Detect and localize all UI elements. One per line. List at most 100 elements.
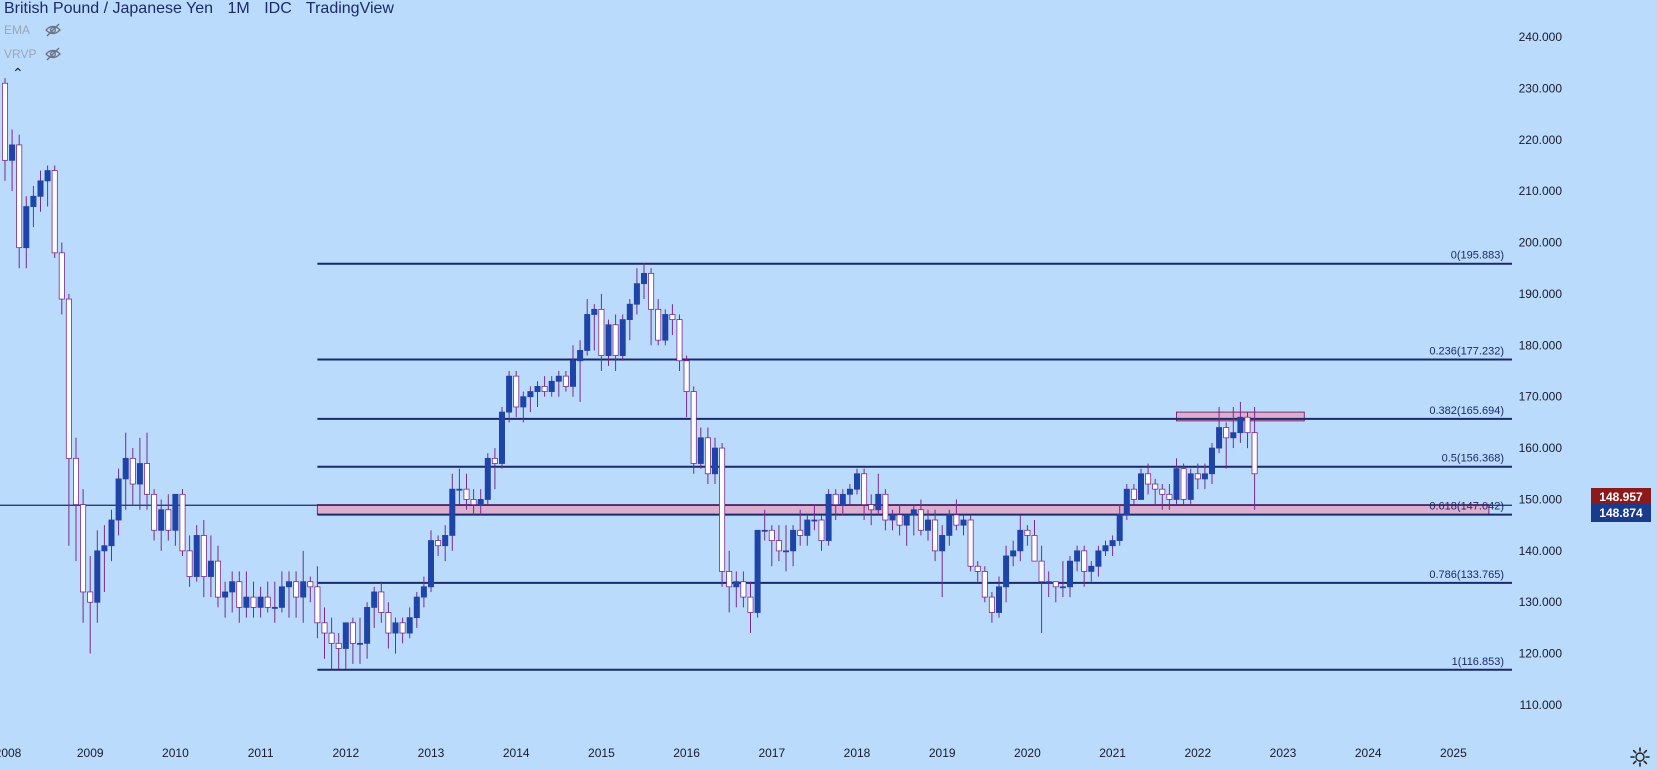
candle — [101, 525, 108, 592]
x-tick-label: 2009 — [77, 746, 104, 760]
indicator-vrvp[interactable]: VRVP — [4, 42, 404, 66]
candle-body — [420, 586, 427, 598]
candle-body — [1102, 545, 1109, 552]
candle-body — [222, 591, 229, 598]
candle — [250, 581, 257, 618]
indicator-ema[interactable]: EMA — [4, 18, 404, 42]
candle — [747, 581, 754, 634]
candle-body — [44, 170, 51, 182]
symbol-name[interactable]: British Pound / Japanese Yen — [4, 0, 214, 17]
eye-hidden-icon[interactable] — [44, 45, 62, 63]
x-tick-label: 2017 — [758, 746, 785, 760]
candle — [271, 581, 278, 623]
candle — [442, 525, 449, 562]
candle — [470, 489, 477, 515]
x-tick-label: 2010 — [162, 746, 189, 760]
settings-gear-icon[interactable] — [1629, 746, 1651, 768]
candle — [690, 386, 697, 474]
candle-body — [1017, 529, 1024, 552]
candle-body — [633, 283, 640, 305]
candle-body — [846, 488, 853, 495]
fib-label: 0.382(165.694) — [1429, 405, 1504, 417]
candle-body — [442, 535, 449, 547]
candle-body — [988, 596, 995, 613]
candle-body — [477, 499, 484, 506]
candle — [946, 509, 953, 546]
candle-body — [704, 437, 711, 475]
candle-body — [9, 144, 16, 161]
candle — [584, 299, 591, 356]
candle — [1251, 406, 1258, 510]
candle — [605, 319, 612, 366]
x-tick-label: 2025 — [1440, 746, 1467, 760]
candle-body — [87, 591, 94, 603]
candle-body — [151, 493, 158, 531]
candle — [612, 314, 619, 371]
candle — [80, 489, 87, 623]
candle — [1201, 463, 1208, 490]
candle — [165, 494, 172, 541]
candle — [278, 571, 285, 613]
collapse-legend-icon[interactable]: ⌃ — [12, 65, 24, 81]
candle-body — [371, 591, 378, 608]
symbol-header: British Pound / Japanese Yen 1M IDC Trad… — [4, 0, 404, 18]
candle-body — [1031, 535, 1038, 562]
candle — [16, 134, 23, 269]
candle-body — [1187, 473, 1194, 500]
candle-body — [406, 617, 413, 634]
candle — [44, 165, 51, 207]
candle-body — [449, 488, 456, 536]
fib-label: 0.786(133.765) — [1429, 569, 1504, 581]
candle — [1194, 463, 1201, 490]
candle — [484, 453, 491, 505]
candle — [222, 581, 229, 618]
candle — [896, 504, 903, 536]
candle-body — [612, 324, 619, 356]
candle — [541, 376, 548, 397]
candle-body — [200, 535, 207, 577]
candle-body — [413, 596, 420, 619]
candle-body — [136, 463, 143, 485]
candle-body — [1152, 483, 1159, 490]
candle — [846, 484, 853, 505]
candle-body — [875, 493, 882, 511]
candle — [51, 165, 58, 258]
candle-body — [1116, 514, 1123, 541]
candle-body — [527, 391, 534, 398]
candle-body — [584, 314, 591, 351]
candle — [115, 468, 122, 536]
candle — [293, 571, 300, 618]
candle-body — [925, 519, 932, 531]
candle — [200, 520, 207, 598]
candle — [783, 525, 790, 572]
candle-body — [1088, 565, 1095, 572]
candle — [364, 602, 371, 659]
candle — [761, 509, 768, 541]
candle — [1116, 504, 1123, 546]
candle-body — [484, 457, 491, 500]
candle-body — [193, 535, 200, 577]
candle-body — [804, 519, 811, 536]
candle — [1130, 484, 1137, 505]
candle — [399, 617, 406, 644]
candle-body — [122, 457, 129, 480]
candle-body — [80, 504, 87, 593]
candle-body — [1159, 488, 1166, 495]
candle — [73, 437, 80, 562]
candle — [733, 571, 740, 608]
candle — [463, 473, 470, 510]
eye-hidden-icon[interactable] — [44, 21, 62, 39]
candle — [832, 489, 839, 521]
candle-body — [747, 596, 754, 613]
candle — [186, 535, 193, 587]
price-label-last: 148.874 — [1591, 504, 1651, 523]
candle — [953, 499, 960, 531]
x-tick-label: 2020 — [1014, 746, 1041, 760]
candle-body — [506, 375, 513, 413]
candle-body — [1138, 473, 1145, 500]
candle — [655, 299, 662, 346]
candle-body — [669, 314, 676, 321]
candle — [58, 242, 65, 315]
candle-body — [655, 308, 662, 341]
